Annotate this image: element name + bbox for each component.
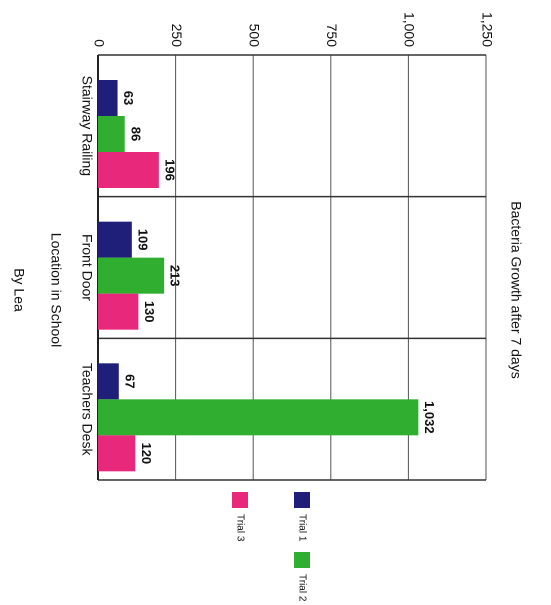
value-label: 120: [139, 442, 154, 464]
chart-title: Bacteria Growth after 7 days: [508, 201, 524, 378]
y-tick-label: 500: [246, 24, 262, 48]
bar: [98, 152, 159, 188]
bar: [97, 116, 125, 152]
author: By Lea: [11, 268, 27, 312]
value-label: 130: [142, 301, 157, 323]
y-tick-label: 750: [324, 24, 340, 48]
value-label: 1,032: [422, 401, 437, 434]
value-label: 213: [168, 265, 183, 287]
bar: [98, 399, 419, 436]
value-label: 67: [122, 374, 137, 388]
y-tick-label: 0: [91, 39, 107, 47]
bar: [97, 221, 132, 258]
value-label: 109: [135, 229, 150, 251]
x-axis-title: Location in School: [48, 233, 64, 347]
y-tick-label: 1,250: [479, 12, 495, 47]
legend-swatch: [294, 552, 310, 568]
legend-label: Trial 2: [296, 574, 307, 602]
bar: [98, 80, 118, 116]
x-tick-label: Front Door: [79, 234, 95, 301]
x-tick-label: Stairway Railing: [79, 76, 95, 176]
value-label: 196: [162, 159, 177, 181]
bar: [97, 293, 139, 330]
value-label: 86: [128, 127, 143, 141]
x-tick-label: Teachers Desk: [79, 363, 95, 457]
legend-swatch: [232, 492, 248, 508]
legend-swatch: [294, 492, 310, 508]
chart-body: Bacteria Growth after 7 days Location in…: [11, 12, 524, 602]
value-label: 63: [121, 91, 136, 105]
y-tick-label: 1,000: [402, 12, 418, 47]
legend-label: Trial 1: [296, 514, 307, 542]
y-tick-label: 250: [169, 24, 185, 48]
legend-label: Trial 3: [234, 514, 245, 542]
bar: [98, 257, 165, 294]
bar: [97, 435, 136, 472]
bar: [98, 363, 119, 400]
